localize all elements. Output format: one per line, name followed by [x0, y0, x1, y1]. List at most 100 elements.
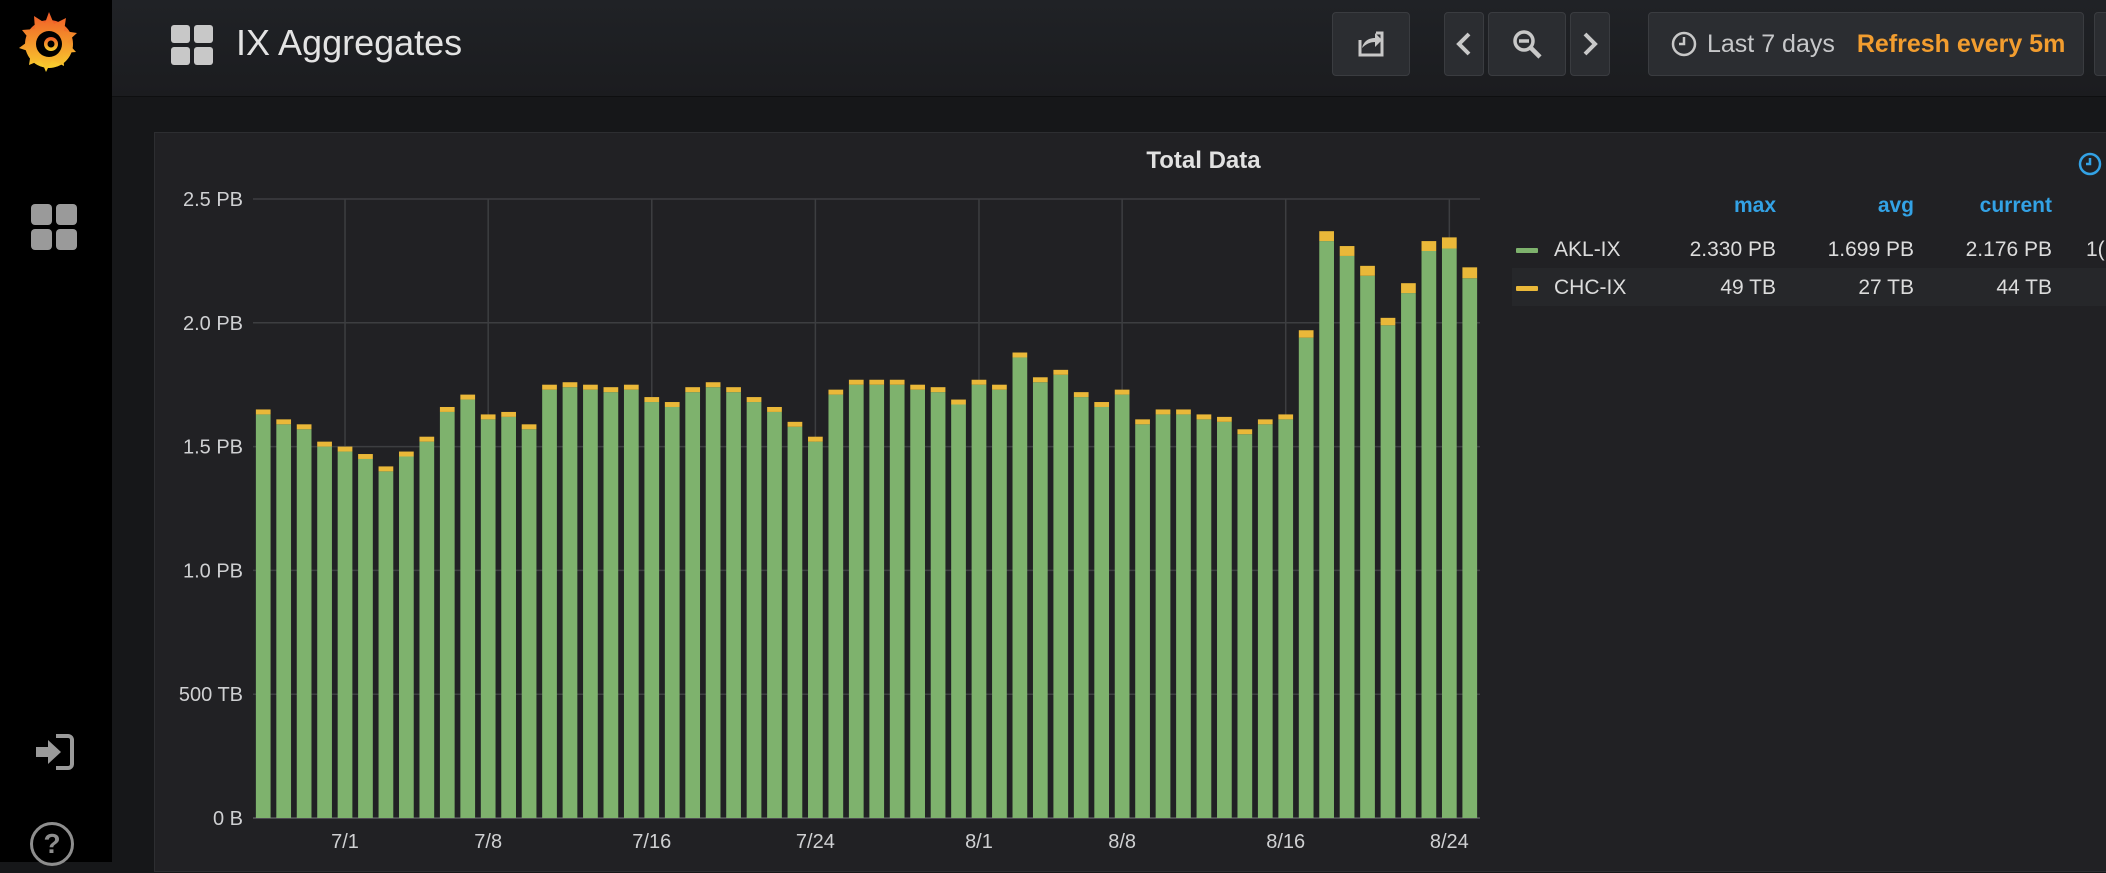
- time-picker-button[interactable]: Last 7 days Refresh every 5m: [1648, 12, 2084, 76]
- bar-akl-ix[interactable]: [726, 392, 741, 818]
- bar-akl-ix[interactable]: [1462, 278, 1478, 818]
- bar-akl-ix[interactable]: [808, 441, 823, 818]
- bar-akl-ix[interactable]: [1237, 434, 1253, 818]
- bar-akl-ix[interactable]: [317, 446, 332, 818]
- bar-chc-ix[interactable]: [1319, 231, 1334, 242]
- bar-akl-ix[interactable]: [889, 384, 905, 818]
- bar-chc-ix[interactable]: [317, 441, 332, 447]
- legend-series-name[interactable]: CHC-IX: [1554, 276, 1627, 299]
- bar-chc-ix[interactable]: [501, 411, 516, 417]
- dashboards-icon[interactable]: [30, 203, 78, 251]
- bar-chc-ix[interactable]: [1401, 283, 1416, 294]
- bar-akl-ix[interactable]: [603, 392, 619, 818]
- bar-chc-ix[interactable]: [1278, 414, 1294, 420]
- bar-chc-ix[interactable]: [378, 466, 394, 472]
- bar-chc-ix[interactable]: [644, 397, 660, 403]
- bar-chc-ix[interactable]: [930, 387, 946, 393]
- bar-chc-ix[interactable]: [1094, 402, 1110, 407]
- bar-chc-ix[interactable]: [1053, 369, 1069, 375]
- legend-header-current[interactable]: current: [1979, 194, 2052, 217]
- bar-akl-ix[interactable]: [664, 406, 680, 818]
- bar-chc-ix[interactable]: [1176, 409, 1191, 415]
- legend-header-max[interactable]: max: [1733, 194, 1776, 217]
- bar-akl-ix[interactable]: [1339, 255, 1355, 818]
- bar-chc-ix[interactable]: [296, 424, 312, 430]
- bar-chc-ix[interactable]: [255, 409, 271, 415]
- bar-chc-ix[interactable]: [787, 421, 803, 427]
- bar-akl-ix[interactable]: [480, 419, 496, 818]
- bar-akl-ix[interactable]: [378, 471, 394, 818]
- bar-chc-ix[interactable]: [971, 379, 987, 385]
- bar-chc-ix[interactable]: [664, 402, 680, 407]
- bar-akl-ix[interactable]: [848, 384, 864, 818]
- bar-akl-ix[interactable]: [439, 411, 455, 818]
- bar-akl-ix[interactable]: [1135, 424, 1150, 818]
- bar-chc-ix[interactable]: [1032, 377, 1048, 383]
- bar-chc-ix[interactable]: [848, 379, 864, 385]
- bar-akl-ix[interactable]: [399, 456, 414, 818]
- bar-akl-ix[interactable]: [992, 389, 1007, 818]
- bar-akl-ix[interactable]: [1094, 406, 1110, 818]
- bar-akl-ix[interactable]: [869, 384, 885, 818]
- bar-chc-ix[interactable]: [1339, 246, 1355, 256]
- legend-header-avg[interactable]: avg: [1877, 194, 1914, 217]
- bar-akl-ix[interactable]: [1073, 397, 1089, 818]
- bar-akl-ix[interactable]: [685, 392, 701, 818]
- bar-akl-ix[interactable]: [1032, 382, 1048, 818]
- bar-akl-ix[interactable]: [1053, 374, 1069, 818]
- bar-chc-ix[interactable]: [746, 397, 762, 403]
- bar-chc-ix[interactable]: [276, 419, 292, 425]
- series-color-swatch[interactable]: [1516, 248, 1538, 253]
- bar-akl-ix[interactable]: [1380, 325, 1396, 818]
- bar-chc-ix[interactable]: [1217, 416, 1232, 422]
- zoom-out-button[interactable]: [1488, 12, 1566, 76]
- bar-chc-ix[interactable]: [1196, 414, 1212, 420]
- sign-in-icon[interactable]: [34, 734, 74, 770]
- bar-akl-ix[interactable]: [951, 404, 966, 818]
- bar-akl-ix[interactable]: [337, 451, 353, 818]
- bar-akl-ix[interactable]: [787, 426, 803, 818]
- bar-akl-ix[interactable]: [1217, 421, 1232, 818]
- time-back-button[interactable]: [1444, 12, 1484, 76]
- bar-akl-ix[interactable]: [746, 402, 762, 818]
- legend-row-chc[interactable]: CHC-IX 49 TB 27 TB 44 TB: [1512, 268, 2106, 306]
- bar-chc-ix[interactable]: [869, 379, 885, 385]
- bar-akl-ix[interactable]: [1176, 414, 1191, 818]
- bar-chc-ix[interactable]: [992, 384, 1007, 390]
- bar-akl-ix[interactable]: [1421, 250, 1437, 819]
- bar-chc-ix[interactable]: [767, 406, 782, 412]
- dashboard-title[interactable]: IX Aggregates: [236, 22, 463, 63]
- bar-chc-ix[interactable]: [726, 387, 741, 393]
- bar-akl-ix[interactable]: [1114, 394, 1130, 818]
- bar-chc-ix[interactable]: [685, 387, 701, 393]
- bar-chc-ix[interactable]: [521, 424, 537, 430]
- bar-chc-ix[interactable]: [1360, 265, 1375, 276]
- time-forward-button[interactable]: [1570, 12, 1610, 76]
- bar-chc-ix[interactable]: [1421, 241, 1437, 251]
- bar-akl-ix[interactable]: [1360, 275, 1375, 818]
- bar-akl-ix[interactable]: [276, 424, 292, 818]
- bar-chc-ix[interactable]: [1135, 419, 1150, 425]
- bar-akl-ix[interactable]: [930, 392, 946, 818]
- panel-title[interactable]: Total Data: [1146, 147, 1261, 174]
- bar-chc-ix[interactable]: [623, 384, 639, 390]
- bar-chc-ix[interactable]: [910, 384, 925, 390]
- bar-akl-ix[interactable]: [1257, 424, 1273, 818]
- bar-chc-ix[interactable]: [705, 382, 721, 388]
- bar-chc-ix[interactable]: [1114, 389, 1130, 395]
- bar-akl-ix[interactable]: [644, 402, 660, 818]
- bar-akl-ix[interactable]: [542, 389, 557, 818]
- dashboard-grid-icon[interactable]: [170, 24, 214, 66]
- bar-akl-ix[interactable]: [562, 387, 578, 818]
- bar-chc-ix[interactable]: [1257, 419, 1273, 425]
- bar-chc-ix[interactable]: [542, 384, 557, 390]
- help-icon[interactable]: ?: [30, 822, 74, 866]
- bar-akl-ix[interactable]: [1155, 414, 1171, 818]
- bar-chc-ix[interactable]: [439, 406, 455, 412]
- bar-akl-ix[interactable]: [1196, 419, 1212, 818]
- legend-row-akl[interactable]: AKL-IX 2.330 PB 1.699 PB 2.176 PB 1(: [1512, 230, 2106, 268]
- bar-akl-ix[interactable]: [971, 384, 987, 818]
- bar-chc-ix[interactable]: [358, 454, 373, 459]
- bar-chc-ix[interactable]: [1155, 409, 1171, 415]
- bar-chc-ix[interactable]: [1237, 429, 1253, 435]
